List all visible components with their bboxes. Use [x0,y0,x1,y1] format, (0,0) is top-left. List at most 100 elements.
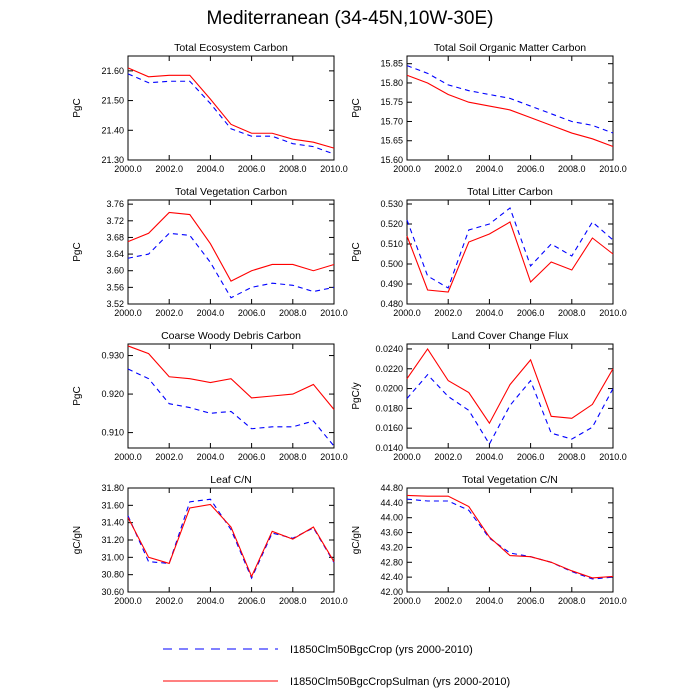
x-tick-label: 2000.0 [114,452,142,462]
y-axis-label: gC/gN [72,526,83,554]
chart-panel-4: Total Litter Carbon PgC 2000.0 2002.0 2004.0… [351,186,627,318]
y-tick-label: 0.0240 [375,344,403,354]
plot-frame [127,55,335,161]
x-tick-label: 2002.0 [434,452,462,462]
x-tick-label: 2008.0 [279,164,307,174]
y-axis-label: PgC [351,98,362,117]
y-axis-label: gC/gN [351,526,362,554]
page-title: Mediterranean (34-45N,10W-30E) [206,8,494,29]
y-tick-label: 0.920 [101,389,124,399]
y-tick-label: 31.00 [101,552,124,562]
y-tick-label: 3.56 [106,282,124,292]
y-tick-label: 44.80 [380,483,403,493]
x-tick-label: 2006.0 [517,308,545,318]
y-tick-label: 21.60 [101,66,124,76]
x-tick-label: 2004.0 [476,596,504,606]
x-tick-label: 2006.0 [517,164,545,174]
y-tick-label: 0.0220 [375,364,403,374]
y-tick-label: 44.00 [380,513,403,523]
x-tick-label: 2000.0 [393,164,421,174]
y-tick-label: 21.30 [101,155,124,165]
x-tick-label: 2006.0 [517,452,545,462]
series-line-1 [127,73,335,155]
chart-title: Coarse Woody Debris Carbon [161,330,301,342]
chart-panel-7: Leaf C/N gC/gN 2000.0 2002.0 2004.0 2006.0 200… [72,474,348,606]
y-tick-label: 31.40 [101,518,124,528]
x-tick-label: 2004.0 [197,596,225,606]
y-tick-label: 15.65 [380,136,403,146]
x-tick-label: 2010.0 [320,452,348,462]
plot-frame [406,55,614,161]
plot-frame [406,343,614,449]
y-axis-label: PgC [72,98,83,117]
y-tick-label: 15.80 [380,78,403,88]
y-tick-label: 31.80 [101,483,124,493]
series-line-2 [406,221,614,293]
x-tick-label: 2000.0 [114,164,142,174]
chart-panel-5: Coarse Woody Debris Carbon PgC 2000.0 2002.… [72,330,348,462]
chart-panel-1: Total Ecosystem Carbon PgC 2000.0 2002.0 200… [72,42,348,174]
y-tick-label: 3.52 [106,299,124,309]
legend-label: I1850Clm50BgcCropSulman (yrs 2000-2010) [290,676,510,688]
y-tick-label: 0.0180 [375,403,403,413]
series-line-1 [127,232,335,299]
y-tick-label: 0.0200 [375,384,403,394]
x-tick-label: 2002.0 [434,596,462,606]
y-tick-label: 0.480 [380,299,403,309]
y-axis-label: PgC [351,242,362,261]
x-tick-label: 2006.0 [517,596,545,606]
chart-title: Total Ecosystem Carbon [174,42,288,54]
y-tick-label: 0.520 [380,219,403,229]
y-tick-label: 3.60 [106,266,124,276]
series-line-2 [127,345,335,410]
y-tick-label: 30.80 [101,570,124,580]
y-tick-label: 15.60 [380,155,403,165]
x-tick-label: 2008.0 [279,596,307,606]
y-tick-label: 15.85 [380,59,403,69]
y-tick-label: 21.50 [101,96,124,106]
x-tick-label: 2010.0 [320,596,348,606]
plot-frame [406,199,614,305]
chart-panel-6: Land Cover Change Flux PgC/y 2000.0 2002.0 2… [351,330,627,462]
series-line-2 [127,67,335,149]
x-tick-label: 2006.0 [238,308,266,318]
plot-frame [127,199,335,305]
y-tick-label: 42.00 [380,587,403,597]
legend-item: I1850Clm50BgcCropSulman (yrs 2000-2010) [163,676,510,688]
y-tick-label: 0.530 [380,199,403,209]
x-tick-label: 2000.0 [114,308,142,318]
x-tick-label: 2004.0 [476,308,504,318]
y-axis-label: PgC [72,242,83,261]
y-tick-label: 42.80 [380,557,403,567]
y-tick-label: 0.490 [380,279,403,289]
chart-title: Land Cover Change Flux [452,330,569,342]
x-tick-label: 2002.0 [155,308,183,318]
y-tick-label: 31.60 [101,500,124,510]
x-tick-label: 2002.0 [434,308,462,318]
plot-frame [127,343,335,449]
y-tick-label: 3.68 [106,232,124,242]
x-tick-label: 2004.0 [197,164,225,174]
series-line-1 [406,207,614,289]
x-tick-label: 2010.0 [599,596,627,606]
x-tick-label: 2002.0 [155,164,183,174]
y-tick-label: 0.0140 [375,443,403,453]
x-tick-label: 2010.0 [599,308,627,318]
chart-panel-8: Total Vegetation C/N gC/gN 2000.0 2002.0 200… [351,474,627,606]
y-tick-label: 15.75 [380,97,403,107]
x-tick-label: 2000.0 [393,452,421,462]
plot-frame [406,487,614,593]
y-axis-label: PgC/y [351,382,362,409]
y-tick-label: 44.40 [380,498,403,508]
y-tick-label: 0.930 [101,351,124,361]
y-tick-label: 30.60 [101,587,124,597]
series-line-1 [406,65,614,134]
x-tick-label: 2008.0 [558,164,586,174]
x-tick-label: 2008.0 [279,452,307,462]
x-tick-label: 2010.0 [599,452,627,462]
y-tick-label: 21.40 [101,125,124,135]
y-tick-label: 43.20 [380,542,403,552]
x-tick-label: 2006.0 [238,164,266,174]
